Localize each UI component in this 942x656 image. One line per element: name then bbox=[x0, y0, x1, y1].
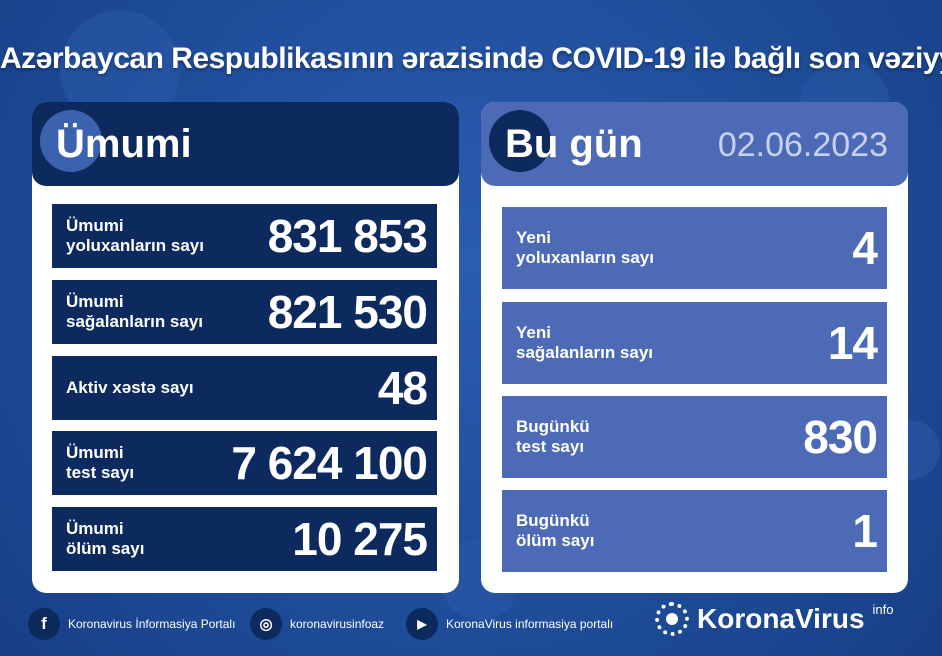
koronavirus-logo: KoronaVirus info bbox=[655, 602, 925, 636]
stat-label: Yeni bbox=[516, 228, 551, 247]
facebook-link[interactable]: f Koronavirus İnformasiya Portalı bbox=[28, 606, 235, 642]
total-panel: Ümumi Ümumi yoluxanların sayı 831 853 Ümum… bbox=[32, 102, 459, 593]
facebook-icon: f bbox=[28, 608, 60, 640]
stat-value: 1 bbox=[852, 505, 878, 557]
stat-value: 4 bbox=[852, 222, 878, 274]
stat-row-active: Aktiv xəstə sayı 48 bbox=[52, 356, 437, 420]
brand-name: KoronaVirus bbox=[697, 603, 865, 634]
stat-label: Yeni bbox=[516, 323, 551, 342]
stat-label: Bugünkü bbox=[516, 417, 590, 436]
stat-label: test sayı bbox=[66, 463, 135, 482]
stat-value: 821 530 bbox=[267, 286, 428, 338]
stat-value: 48 bbox=[377, 362, 428, 414]
stat-label: sağalanların sayı bbox=[66, 312, 204, 331]
page-title: Azərbaycan Respublikasının ərazisində CO… bbox=[0, 42, 942, 75]
instagram-label: koronavirusinfoaz bbox=[290, 617, 385, 631]
stat-label: Ümumi bbox=[66, 216, 124, 235]
youtube-label: KoronaVirus informasiya portalı bbox=[446, 617, 614, 631]
today-header: Bu gün 02.06.2023 bbox=[481, 102, 908, 186]
stat-value: 14 bbox=[827, 317, 878, 369]
today-heading: Bu gün bbox=[505, 122, 643, 166]
stat-row-total-deaths: Ümumi ölüm sayı 10 275 bbox=[52, 507, 437, 571]
youtube-link[interactable]: ▶ KoronaVirus informasiya portalı bbox=[406, 606, 613, 642]
total-heading: Ümumi bbox=[56, 122, 192, 166]
today-panel: Bu gün 02.06.2023 Yeni yoluxanların sayı 4… bbox=[481, 102, 908, 593]
youtube-icon: ▶ bbox=[406, 608, 438, 640]
brand-sup: info bbox=[872, 602, 894, 617]
stat-value: 831 853 bbox=[267, 210, 428, 262]
stat-label: sağalanların sayı bbox=[516, 343, 654, 362]
stat-value: 830 bbox=[803, 411, 878, 463]
stat-row-total-infected: Ümumi yoluxanların sayı 831 853 bbox=[52, 204, 437, 268]
virus-icon bbox=[40, 110, 102, 172]
stat-label: ölüm sayı bbox=[66, 539, 145, 558]
stat-row-total-recovered: Ümumi sağalanların sayı 821 530 bbox=[52, 280, 437, 344]
facebook-label: Koronavirus İnformasiya Portalı bbox=[68, 617, 236, 631]
stat-label: yoluxanların sayı bbox=[516, 248, 654, 267]
instagram-link[interactable]: ◎ koronavirusinfoaz bbox=[250, 606, 384, 642]
stat-row-new-infected: Yeni yoluxanların sayı 4 bbox=[502, 207, 887, 289]
stat-label: yoluxanların sayı bbox=[66, 236, 204, 255]
stat-label: Bugünkü bbox=[516, 511, 590, 530]
stat-value: 10 275 bbox=[292, 513, 428, 565]
stat-label: Ümumi bbox=[66, 519, 124, 538]
stat-label: Aktiv xəstə sayı bbox=[66, 378, 194, 397]
stat-label: ölüm sayı bbox=[516, 531, 595, 550]
stat-row-today-deaths: Bugünkü ölüm sayı 1 bbox=[502, 490, 887, 572]
total-header: Ümumi bbox=[32, 102, 459, 186]
stat-label: Ümumi bbox=[66, 292, 124, 311]
instagram-icon: ◎ bbox=[250, 608, 282, 640]
stat-label: Ümumi bbox=[66, 443, 124, 462]
stat-row-today-tests: Bugünkü test sayı 830 bbox=[502, 396, 887, 478]
stat-row-total-tests: Ümumi test sayı 7 624 100 bbox=[52, 431, 437, 495]
sun-logo-icon bbox=[655, 602, 689, 636]
report-date: 02.06.2023 bbox=[717, 126, 888, 164]
stat-value: 7 624 100 bbox=[231, 437, 428, 489]
stat-label: test sayı bbox=[516, 437, 585, 456]
virus-icon bbox=[489, 110, 551, 172]
stat-row-new-recovered: Yeni sağalanların sayı 14 bbox=[502, 302, 887, 384]
